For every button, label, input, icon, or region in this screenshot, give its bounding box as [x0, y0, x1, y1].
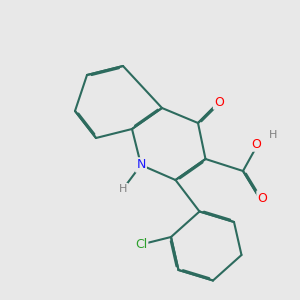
Text: H: H: [119, 184, 127, 194]
Text: O: O: [258, 191, 267, 205]
Text: Cl: Cl: [135, 238, 147, 251]
Text: O: O: [214, 95, 224, 109]
Text: H: H: [269, 130, 277, 140]
Text: N: N: [136, 158, 146, 172]
Text: O: O: [252, 137, 261, 151]
